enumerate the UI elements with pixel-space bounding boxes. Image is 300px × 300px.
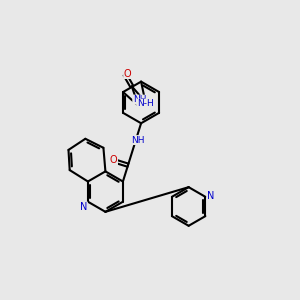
Text: O: O (110, 155, 118, 165)
Text: NH: NH (133, 95, 146, 104)
Text: N: N (80, 202, 87, 212)
Text: NH: NH (131, 136, 144, 145)
Text: O: O (124, 68, 131, 79)
Text: N: N (207, 191, 214, 201)
Text: N-H: N-H (137, 99, 153, 108)
